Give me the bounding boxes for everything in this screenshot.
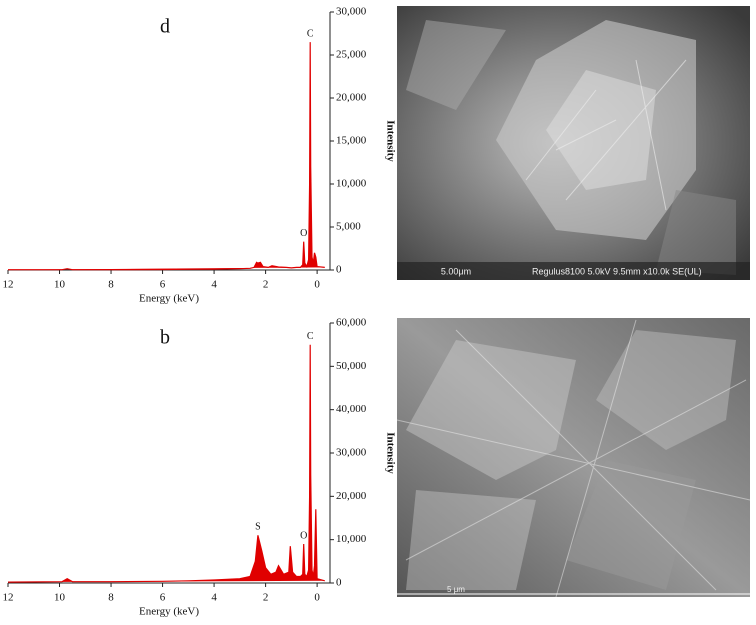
y-tick-label: 15,000 <box>336 135 367 147</box>
peak-label: S <box>255 522 261 533</box>
x-tick-label: 4 <box>211 592 217 604</box>
y-tick-label: 20,000 <box>336 490 367 502</box>
peak-label: O <box>300 530 307 541</box>
sem-image-bottom: 5 μm <box>396 318 751 598</box>
peak-label: C <box>307 331 314 342</box>
x-tick-label: 6 <box>160 279 166 291</box>
x-tick-label: 2 <box>263 592 269 604</box>
x-tick-label: 0 <box>314 592 320 604</box>
sem-scale: 5.00μm <box>441 266 471 276</box>
x-axis-title: Energy (keV) <box>139 293 199 305</box>
x-axis-title: Energy (keV) <box>139 606 199 618</box>
y-tick-label: 25,000 <box>336 49 367 61</box>
x-tick-label: 6 <box>160 592 166 604</box>
x-tick-label: 8 <box>108 279 114 291</box>
y-tick-label: 20,000 <box>336 92 367 104</box>
panel-label: d <box>160 16 170 38</box>
y-tick-label: 5,000 <box>336 221 361 233</box>
x-tick-label: 12 <box>3 592 14 604</box>
sem-image-top: Regulus8100 5.0kV 9.5mm x10.0k SE(UL) 5.… <box>397 6 750 280</box>
y-tick-label: 30,000 <box>336 6 367 18</box>
peak-label: C <box>307 28 314 39</box>
spectrum <box>8 42 325 271</box>
y-tick-label: 30,000 <box>336 447 367 459</box>
y-axis-title: Intensity <box>384 120 396 162</box>
panel-label: b <box>160 327 170 349</box>
y-tick-label: 50,000 <box>336 360 367 372</box>
x-tick-label: 8 <box>108 592 114 604</box>
y-tick-label: 60,000 <box>336 317 367 329</box>
y-tick-label: 40,000 <box>336 403 367 415</box>
x-tick-label: 10 <box>54 279 66 291</box>
y-axis-title: Intensity <box>384 432 396 474</box>
x-tick-label: 12 <box>3 279 14 291</box>
y-tick-label: 10,000 <box>336 533 367 545</box>
y-tick-label: 0 <box>336 264 342 276</box>
spectrum <box>7 344 325 583</box>
x-tick-label: 4 <box>211 279 217 291</box>
x-tick-label: 2 <box>263 279 269 291</box>
sem-caption: Regulus8100 5.0kV 9.5mm x10.0k SE(UL) <box>532 266 702 276</box>
y-tick-label: 0 <box>336 577 342 589</box>
x-tick-label: 0 <box>314 279 320 291</box>
sem-scale: 5 μm <box>447 585 465 594</box>
x-tick-label: 10 <box>54 592 66 604</box>
y-tick-label: 10,000 <box>336 178 367 190</box>
peak-label: O <box>300 228 307 239</box>
